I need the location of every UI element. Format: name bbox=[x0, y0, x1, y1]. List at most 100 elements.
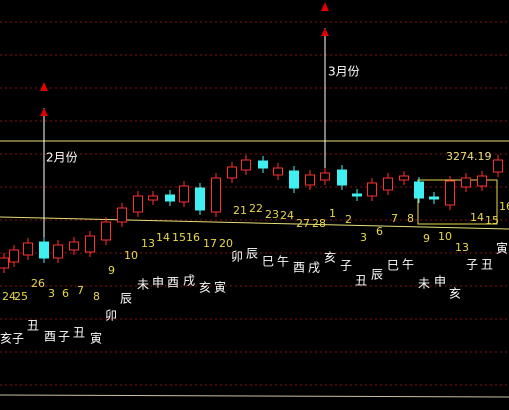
day-label: 3 bbox=[48, 287, 55, 300]
candle-body bbox=[493, 159, 503, 173]
day-label: 14 bbox=[470, 211, 484, 224]
candle-body bbox=[165, 194, 175, 202]
branch-label: 午 bbox=[277, 255, 289, 269]
branch-label: 卯 bbox=[105, 309, 117, 323]
branch-label: 申 bbox=[434, 275, 446, 289]
candle-body bbox=[0, 257, 9, 269]
branch-label: 寅 bbox=[90, 331, 102, 346]
branch-label: 辰 bbox=[371, 268, 383, 282]
candle-body bbox=[241, 159, 251, 171]
day-label: 24 bbox=[280, 209, 294, 222]
candle-body bbox=[69, 241, 79, 251]
trend-line bbox=[0, 216, 509, 230]
day-label: 9 bbox=[108, 264, 115, 277]
annotation: 3月份 bbox=[328, 65, 360, 79]
day-label: 10 bbox=[438, 230, 452, 243]
branch-label: 午 bbox=[402, 258, 414, 272]
branch-label: 未 bbox=[418, 277, 430, 291]
day-label: 6 bbox=[62, 287, 69, 300]
day-label: 8 bbox=[93, 290, 100, 303]
branch-label: 申 bbox=[152, 276, 164, 290]
candle-body bbox=[85, 235, 95, 253]
day-label: 8 bbox=[407, 212, 414, 225]
annotation: 2月份 bbox=[46, 151, 78, 165]
candle-body bbox=[179, 185, 189, 203]
day-label: 17 bbox=[203, 237, 217, 250]
branch-label: 戌 bbox=[308, 261, 320, 275]
price-label: 3274.19 bbox=[446, 150, 492, 163]
day-label: 21 bbox=[233, 204, 247, 217]
branch-label: 酉 bbox=[293, 261, 305, 275]
candle-body bbox=[445, 180, 455, 206]
day-label: 24 bbox=[2, 290, 16, 303]
branch-label: 酉 bbox=[167, 276, 179, 290]
day-label: 28 bbox=[312, 217, 326, 230]
branch-label: 丑 bbox=[355, 274, 367, 288]
candle-body bbox=[305, 174, 315, 186]
branch-label: 酉 bbox=[44, 330, 56, 344]
day-label: 14 bbox=[156, 231, 170, 244]
candle-body bbox=[53, 244, 63, 259]
day-label: 2 bbox=[345, 213, 352, 226]
branch-label: 亥 bbox=[449, 287, 461, 301]
candle-body bbox=[148, 195, 158, 201]
marker-triangle bbox=[40, 108, 48, 116]
branch-label: 亥 bbox=[199, 281, 211, 295]
candle-body bbox=[289, 170, 299, 189]
branch-label: 寅 bbox=[496, 241, 508, 256]
candle-body bbox=[101, 221, 111, 241]
candle-body bbox=[9, 249, 19, 263]
branch-label: 丑 bbox=[27, 319, 39, 333]
candle-body bbox=[211, 177, 221, 213]
day-label: 22 bbox=[249, 202, 263, 215]
candle-body bbox=[352, 193, 362, 197]
day-label: 7 bbox=[391, 212, 398, 225]
candle-body bbox=[39, 241, 49, 259]
candle-body bbox=[477, 175, 487, 187]
day-label: 13 bbox=[455, 241, 469, 254]
candle-body bbox=[133, 195, 143, 213]
branch-label: 子 bbox=[340, 259, 352, 273]
day-label: 16 bbox=[186, 231, 200, 244]
day-label: 1 bbox=[329, 207, 336, 220]
branch-label: 辰 bbox=[246, 247, 258, 261]
day-label: 6 bbox=[376, 225, 383, 238]
candle-body bbox=[337, 169, 347, 186]
day-label: 26 bbox=[31, 277, 45, 290]
candles bbox=[0, 155, 503, 273]
day-label: 15 bbox=[172, 231, 186, 244]
highlight-box bbox=[417, 179, 498, 225]
candle-body bbox=[383, 177, 393, 191]
branch-label: 寅 bbox=[214, 280, 226, 295]
candle-body bbox=[461, 177, 471, 188]
candle-body bbox=[258, 160, 268, 169]
branch-label: 亥 bbox=[0, 332, 12, 346]
day-label: 16 bbox=[499, 200, 509, 213]
candle-body bbox=[320, 172, 330, 181]
day-label: 10 bbox=[124, 249, 138, 262]
branch-label: 巳 bbox=[262, 255, 274, 269]
candle-body bbox=[429, 196, 439, 200]
candle-body bbox=[117, 207, 127, 223]
day-label: 27 bbox=[296, 217, 310, 230]
branch-label: 辰 bbox=[120, 292, 132, 306]
day-label: 23 bbox=[265, 208, 279, 221]
candle-body bbox=[195, 187, 205, 211]
candle-body bbox=[227, 166, 237, 179]
branch-label: 戌 bbox=[183, 274, 195, 288]
branch-label: 子 bbox=[58, 330, 70, 344]
day-label: 25 bbox=[14, 290, 28, 303]
day-label: 20 bbox=[219, 237, 233, 250]
candle-body bbox=[414, 181, 424, 199]
day-label: 15 bbox=[485, 214, 499, 227]
day-label: 13 bbox=[141, 237, 155, 250]
candle-body bbox=[23, 242, 33, 256]
branch-label: 巳 bbox=[387, 259, 399, 273]
marker-triangle bbox=[40, 82, 48, 91]
bottom-line bbox=[0, 394, 509, 398]
day-label: 3 bbox=[360, 231, 367, 244]
branch-label: 卯 bbox=[231, 250, 243, 264]
day-label: 9 bbox=[423, 232, 430, 245]
